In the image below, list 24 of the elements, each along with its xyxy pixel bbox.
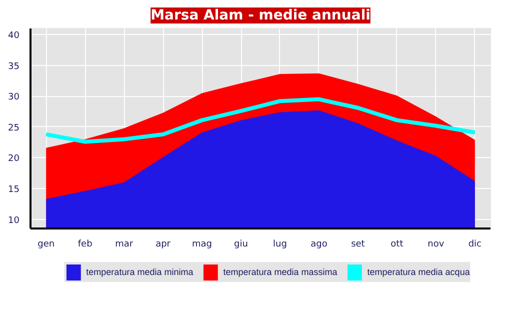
x-tick-label: giu [234, 240, 248, 250]
x-tick-label: ott [390, 240, 404, 250]
x-tick-label: ago [310, 240, 328, 250]
x-tick-label: gen [38, 240, 55, 250]
x-tick-label: lug [273, 240, 287, 250]
legend-label: temperatura media acqua [367, 267, 470, 277]
y-tick-label: 15 [8, 185, 20, 195]
y-tick-label: 20 [8, 154, 20, 164]
y-tick-label: 25 [8, 123, 20, 134]
x-tick-label: mar [115, 240, 134, 250]
line-series [44, 97, 477, 144]
y-tick-label: 40 [8, 31, 20, 42]
y-tick-label: 10 [8, 216, 20, 226]
y-tick-label: 35 [8, 62, 20, 72]
x-tick-label: nov [428, 240, 445, 250]
legend-label: temperatura media massima [223, 267, 338, 277]
x-tick-label: apr [156, 240, 171, 250]
x-tick-label: mag [192, 240, 212, 250]
y-tick-label: 30 [8, 92, 20, 103]
x-tick-label: set [351, 240, 366, 250]
x-tick-label: feb [78, 240, 93, 250]
chart-title: Marsa Alam - medie annuali [150, 8, 370, 24]
x-tick-label: dic [468, 240, 482, 250]
legend-label: temperatura media minima [86, 267, 194, 277]
